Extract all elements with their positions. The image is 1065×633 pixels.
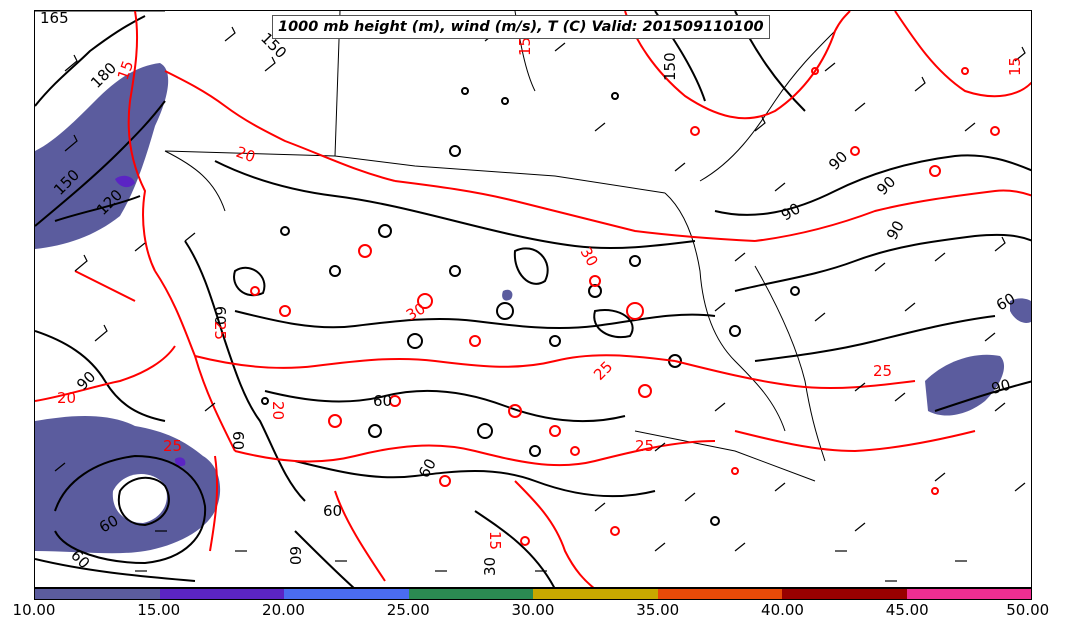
height-label: 60 bbox=[415, 455, 440, 481]
height-label: 60 bbox=[229, 431, 247, 450]
height-label: 30 bbox=[481, 557, 499, 576]
wind-barbs bbox=[54, 26, 1026, 582]
colorbar-tick-label: 40.00 bbox=[761, 601, 804, 619]
height-label: 60 bbox=[286, 546, 304, 565]
temperature-label: 20 bbox=[57, 389, 76, 407]
colorbar-tick-label: 35.00 bbox=[636, 601, 680, 619]
map-canvas: 180 150 120 90 60 60 60 60 60 60 90 90 9… bbox=[35, 11, 1031, 587]
colorbar bbox=[34, 588, 1032, 600]
colorbar-segment bbox=[284, 589, 409, 599]
temperature-label: 25 bbox=[163, 437, 182, 455]
height-label: 90 bbox=[873, 173, 899, 199]
colorbar-ticks: 10.00 15.00 20.00 25.00 30.00 35.00 40.0… bbox=[0, 600, 1065, 630]
temperature-label: 25 bbox=[635, 437, 654, 455]
colorbar-tick-label: 10.00 bbox=[12, 601, 56, 619]
height-label: 165 bbox=[40, 11, 69, 27]
colorbar-segment bbox=[657, 589, 782, 599]
temperature-label: 20 bbox=[234, 143, 258, 166]
colorbar-tick-label: 45.00 bbox=[885, 601, 929, 619]
temperature-label: 20 bbox=[269, 401, 287, 420]
temperature-label: 25 bbox=[211, 321, 229, 340]
height-contours bbox=[35, 11, 1031, 587]
height-label: 90 bbox=[73, 368, 99, 394]
colorbar-segment bbox=[408, 589, 533, 599]
height-label: 60 bbox=[211, 306, 229, 325]
colorbar-segment bbox=[782, 589, 907, 599]
height-label: 90 bbox=[883, 217, 908, 243]
height-label: 90 bbox=[989, 376, 1012, 398]
temperature-contours bbox=[35, 11, 1031, 587]
temperature-contour-fragments bbox=[250, 67, 1000, 546]
temperature-label: 15 bbox=[486, 531, 504, 550]
map-title: 1000 mb height (m), wind (m/s), T (C) Va… bbox=[272, 15, 770, 39]
colorbar-tick-label: 30.00 bbox=[511, 601, 555, 619]
height-label: 60 bbox=[373, 392, 392, 410]
height-label: 90 bbox=[825, 148, 851, 174]
temperature-label: 25 bbox=[590, 358, 616, 384]
colorbar-tick-label: 15.00 bbox=[137, 601, 181, 619]
temperature-label: 25 bbox=[873, 362, 892, 380]
colorbar-tick-label: 50.00 bbox=[1006, 601, 1050, 619]
wind-speed-shading-15 bbox=[115, 175, 186, 467]
colorbar-segment bbox=[533, 589, 658, 599]
colorbar-segment bbox=[906, 589, 1031, 599]
temperature-label: 15 bbox=[1006, 57, 1024, 76]
colorbar-segment bbox=[159, 589, 284, 599]
map-panel: 180 150 120 90 60 60 60 60 60 60 90 90 9… bbox=[34, 10, 1032, 588]
height-contour-fragments bbox=[233, 87, 800, 526]
temperature-label: 15 bbox=[516, 37, 534, 56]
colorbar-tick-label: 25.00 bbox=[386, 601, 430, 619]
height-label: 150 bbox=[661, 52, 679, 81]
colorbar-tick-label: 20.00 bbox=[262, 601, 305, 619]
height-label: 90 bbox=[778, 199, 804, 224]
height-label: 60 bbox=[323, 502, 342, 520]
colorbar-segment bbox=[35, 589, 160, 599]
temperature-label: 15 bbox=[114, 58, 137, 82]
